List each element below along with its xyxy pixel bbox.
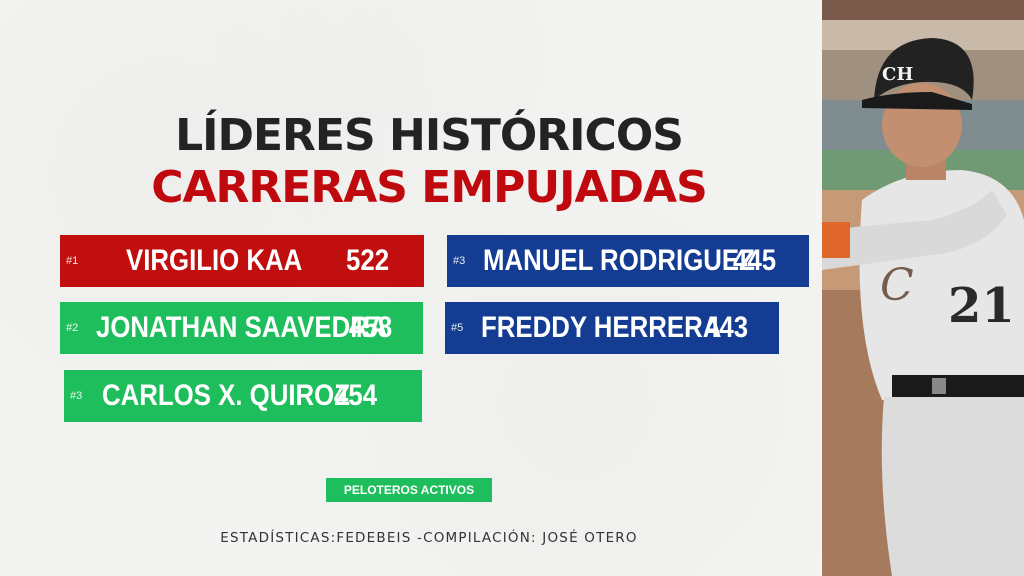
leader-name: MANUEL RODRIGUEZ [483,244,755,277]
player-illustration: C 21 CH [822,0,1024,576]
title-line1: LÍDERES HISTÓRICOS [175,110,684,161]
leader-value: 454 [334,379,378,412]
player-photo: C 21 CH [822,0,1024,576]
credits: ESTADÍSTICAS:FEDEBEIS -COMPILACIÓN: JOSÉ… [220,530,638,546]
leader-card-5: #5 FREDDY HERRERA 443 [445,302,779,354]
leader-rank: #1 [66,255,79,267]
leader-card-2: #2 JONATHAN SAAVEDRA 458 [60,302,423,354]
leader-rank: #5 [451,322,464,334]
leader-name: FREDDY HERRERA [481,311,722,344]
leader-card-1: #1 VIRGILIO KAA 522 [60,235,424,287]
leader-rank: #3 [70,390,83,402]
leader-value: 443 [705,311,749,344]
leader-name: CARLOS X. QUIROZ [102,379,350,412]
jersey-number: 21 [948,278,1015,334]
paper-background [0,0,822,576]
leader-card-4: #3 MANUEL RODRIGUEZ 445 [447,235,809,287]
svg-text:C: C [880,260,914,311]
leader-name: JONATHAN SAAVEDRA [96,311,388,344]
title-line2: CARRERAS EMPUJADAS [151,162,708,213]
active-players-legend: PELOTEROS ACTIVOS [326,478,492,502]
leader-rank: #2 [66,322,79,334]
leader-rank: #3 [453,255,466,267]
leader-value: 445 [733,244,777,277]
leader-name: VIRGILIO KAA [126,244,303,277]
leader-card-3: #3 CARLOS X. QUIROZ 454 [64,370,422,422]
leader-value: 522 [346,244,390,277]
helmet-logo: CH [882,64,913,85]
leader-value: 458 [349,311,393,344]
